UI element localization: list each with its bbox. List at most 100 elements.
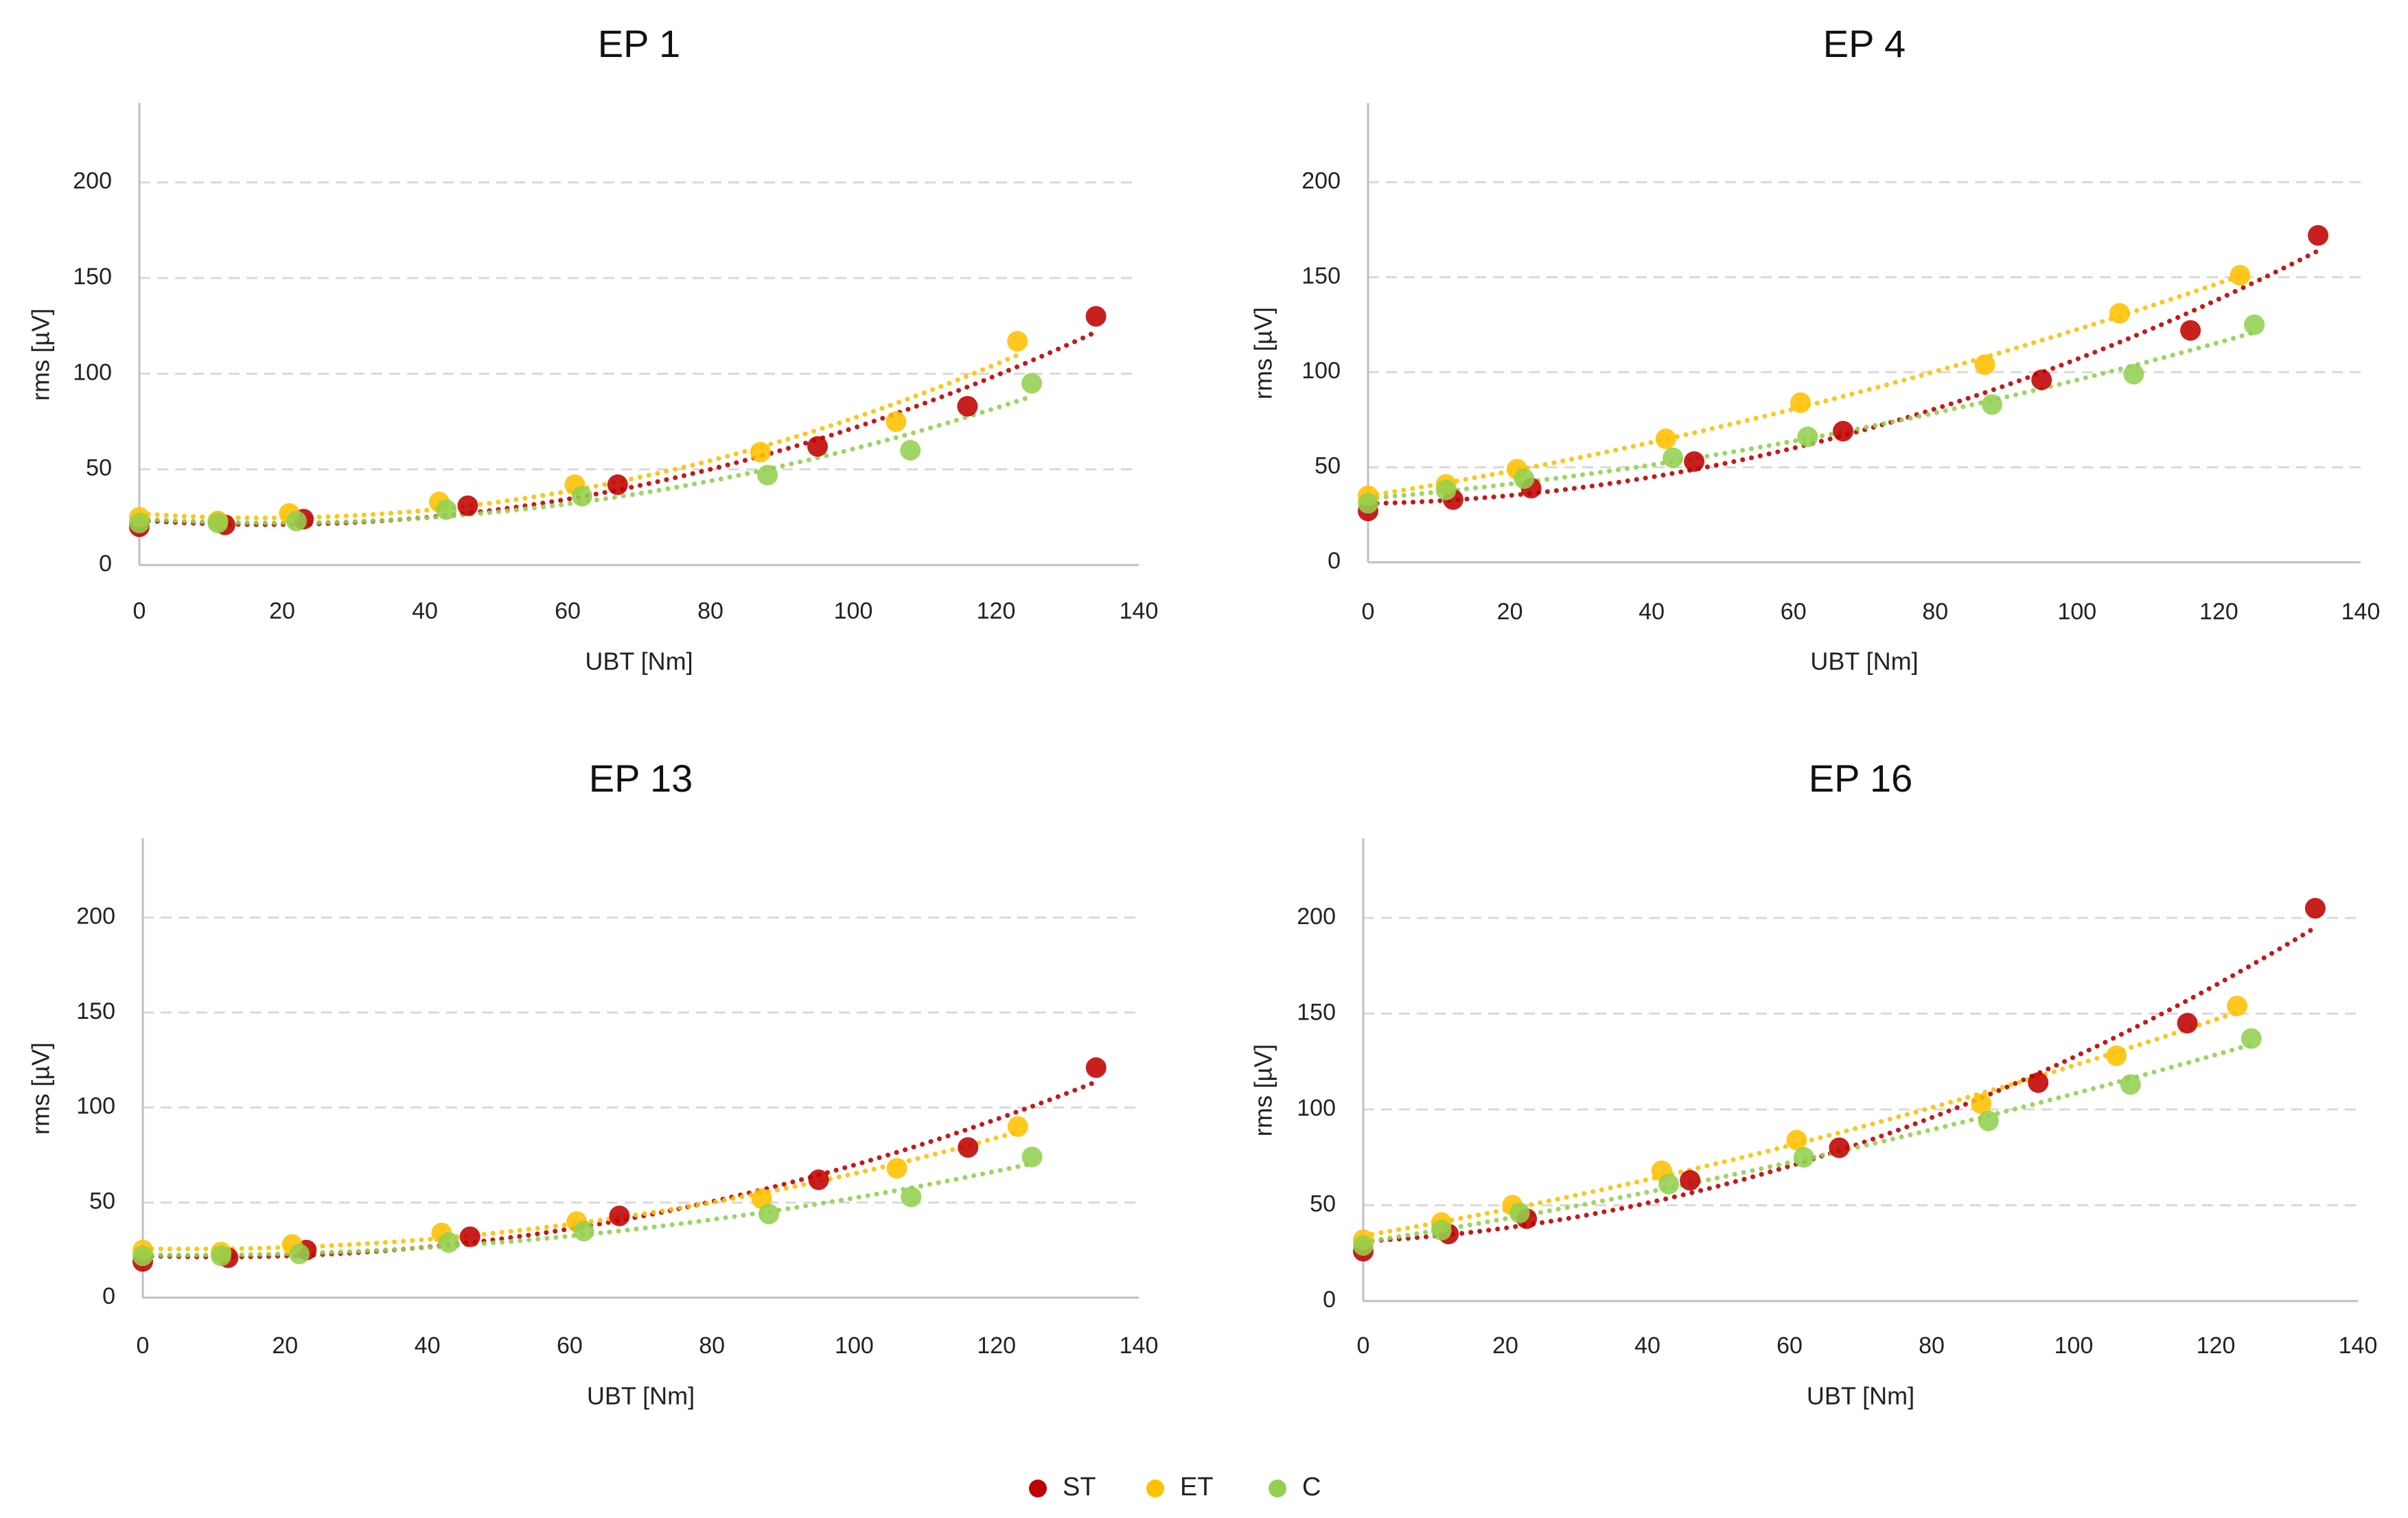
point-et — [886, 1158, 907, 1179]
x-tick-label: 40 — [412, 598, 438, 624]
point-et — [2227, 996, 2248, 1017]
chart-title: EP 16 — [1809, 757, 1913, 800]
x-tick-label: 0 — [137, 1333, 150, 1359]
y-tick-label: 0 — [1328, 548, 1341, 574]
point-c — [1509, 1202, 1530, 1223]
chart-panel-1: EP 1 0 50 100 150 200 0 20 40 60 80 100 120 140 UBT [N… — [27, 22, 1159, 676]
x-axis-label: UBT [Nm] — [1810, 647, 1918, 676]
chart-panel-3: EP 13 0 50 100 150 200 0 20 40 60 80 100 120 140 UBT [… — [27, 757, 1159, 1410]
y-tick-label: 200 — [73, 168, 112, 194]
point-et — [1974, 354, 1995, 376]
trendline-et — [1361, 1009, 2240, 1239]
point-c — [900, 439, 921, 461]
point-c — [129, 512, 150, 533]
x-tick-label: 20 — [269, 598, 295, 624]
point-c — [1658, 1173, 1680, 1195]
point-st — [1684, 451, 1705, 472]
point-c — [2244, 314, 2265, 335]
x-tick-label: 120 — [2197, 1333, 2236, 1359]
y-tick-label: 150 — [73, 264, 112, 290]
point-et — [885, 411, 907, 433]
x-tick-label: 0 — [133, 598, 146, 624]
point-c — [1021, 1147, 1043, 1168]
x-tick-label: 80 — [1919, 1333, 1945, 1359]
chart-title: EP 1 — [598, 22, 680, 65]
x-tick-label: 40 — [415, 1333, 441, 1359]
x-tick-label: 20 — [272, 1333, 298, 1359]
y-tick-label: 100 — [73, 359, 112, 385]
x-tick-label: 100 — [2054, 1333, 2094, 1359]
point-st — [2031, 369, 2052, 391]
y-tick-label: 100 — [76, 1093, 115, 1119]
point-c — [211, 1245, 232, 1267]
point-c — [289, 1243, 310, 1265]
x-tick-label: 20 — [1492, 1333, 1518, 1359]
point-st — [2180, 320, 2201, 341]
legend-label-c: C — [1302, 1473, 1321, 1502]
y-axis-label: rms [µV] — [1249, 1044, 1277, 1137]
y-tick-label: 50 — [86, 455, 112, 481]
point-c — [132, 1245, 153, 1267]
point-c — [1978, 1110, 1999, 1131]
point-st — [958, 1137, 979, 1158]
point-et — [1007, 330, 1028, 352]
point-st — [1085, 306, 1107, 327]
point-c — [1358, 493, 1378, 514]
point-c — [2241, 1028, 2262, 1049]
y-tick-label: 50 — [1315, 453, 1341, 479]
x-tick-label: 60 — [557, 1333, 583, 1359]
point-c — [1431, 1219, 1452, 1241]
y-tick-label: 50 — [1310, 1191, 1336, 1217]
point-c — [1435, 479, 1457, 501]
y-tick-label: 200 — [76, 903, 115, 929]
y-axis-label: rms [µV] — [27, 1042, 55, 1135]
point-st — [1085, 1057, 1107, 1079]
legend-label-st: ST — [1063, 1473, 1096, 1502]
point-et — [1790, 392, 1811, 413]
x-tick-label: 80 — [1922, 599, 1948, 625]
x-tick-label: 40 — [1639, 599, 1665, 625]
trendline-et — [1365, 273, 2243, 498]
point-et — [2109, 303, 2130, 324]
x-tick-label: 100 — [834, 598, 873, 624]
point-c — [2120, 1074, 2141, 1095]
trendline-st — [137, 330, 1099, 527]
x-tick-label: 140 — [1120, 598, 1159, 624]
point-c — [1797, 426, 1818, 448]
y-tick-label: 50 — [89, 1188, 115, 1215]
point-st — [459, 1226, 481, 1247]
point-st — [457, 495, 478, 516]
point-c — [438, 1232, 459, 1253]
point-c — [573, 1221, 594, 1242]
legend: ST ET C — [1029, 1473, 1321, 1502]
y-tick-label: 150 — [1297, 999, 1336, 1025]
chart-title: EP 4 — [1823, 22, 1906, 65]
point-c — [757, 465, 778, 486]
point-c — [1021, 373, 1042, 394]
trendline-st — [1361, 925, 2318, 1244]
point-c — [207, 512, 229, 533]
point-et — [1007, 1116, 1028, 1137]
x-tick-label: 80 — [697, 598, 723, 624]
point-c — [901, 1186, 922, 1208]
point-c — [1793, 1147, 1814, 1168]
x-tick-label: 120 — [977, 1333, 1016, 1359]
point-et — [1786, 1129, 1807, 1151]
point-c — [759, 1204, 780, 1225]
x-tick-label: 120 — [977, 598, 1016, 624]
x-tick-label: 140 — [2341, 599, 2381, 625]
point-st — [2308, 225, 2329, 246]
point-c — [286, 510, 307, 531]
y-tick-label: 150 — [76, 998, 115, 1024]
point-et — [1971, 1093, 1992, 1114]
legend-marker-st — [1029, 1480, 1047, 1497]
x-axis-label: UBT [Nm] — [1807, 1382, 1914, 1410]
point-et — [2106, 1045, 2127, 1066]
point-c — [1981, 394, 2002, 415]
x-tick-label: 60 — [1781, 599, 1807, 625]
y-tick-label: 200 — [1301, 168, 1341, 194]
y-tick-label: 0 — [99, 551, 112, 577]
point-st — [808, 1169, 829, 1191]
point-c — [571, 485, 592, 507]
